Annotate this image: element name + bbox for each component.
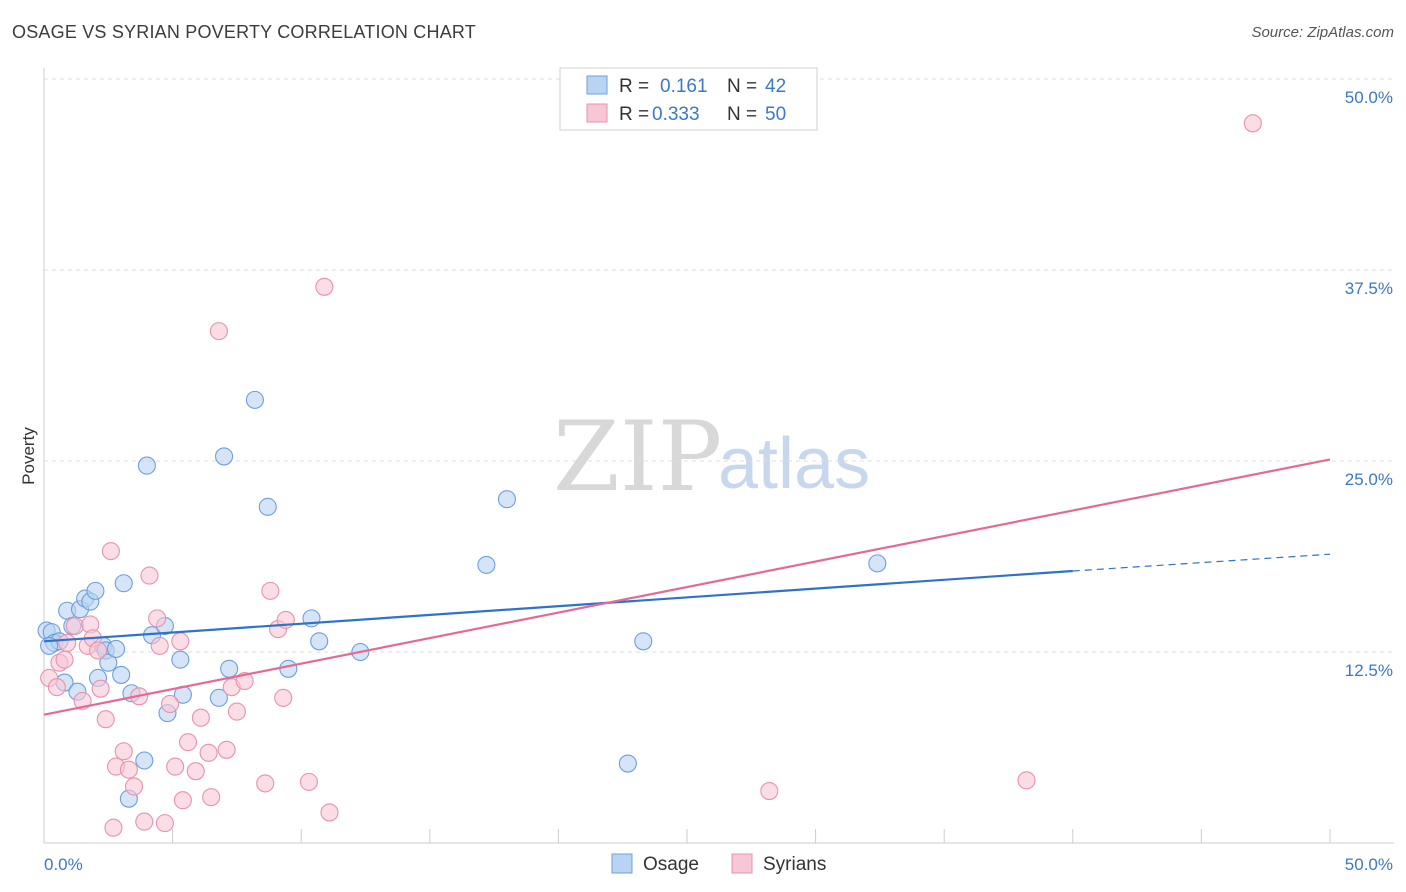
gridlines <box>44 78 1394 653</box>
syrians-point-5 <box>65 616 84 636</box>
osage-point-22 <box>135 751 154 770</box>
osage-point-16 <box>99 653 118 672</box>
osage-point-12 <box>86 581 105 600</box>
x-tick-marks <box>43 829 1331 843</box>
syrians-point-44 <box>299 772 318 791</box>
syrians-point-3 <box>55 650 74 669</box>
syrians-point-25 <box>160 694 180 714</box>
legend-n-value-syrians: 50 <box>765 104 786 125</box>
syrians-point-17 <box>119 760 138 779</box>
legend-r-label-osage: R = <box>619 76 649 97</box>
bottom-legend: Osage Syrians <box>611 853 826 875</box>
osage-trend-line <box>43 569 1073 643</box>
syrians-point-14 <box>104 818 123 837</box>
bottom-legend-osage: Osage <box>643 854 699 875</box>
osage-point-23 <box>137 456 156 475</box>
y-tick-label-1: 25.0% <box>1345 470 1393 489</box>
legend-swatch-syrians <box>586 103 608 123</box>
osage-point-19 <box>114 574 133 593</box>
syrians-point-22 <box>148 609 167 628</box>
y-tick-label-3: 50.0% <box>1345 88 1393 107</box>
syrians-point-24 <box>155 814 174 833</box>
osage-point-41 <box>634 632 653 651</box>
syrians-point-1 <box>47 678 66 697</box>
chart-title: OSAGE VS SYRIAN POVERTY CORRELATION CHAR… <box>12 22 476 42</box>
syrians-point-32 <box>199 743 218 762</box>
syrians-point-31 <box>191 708 210 727</box>
bottom-legend-swatch-syrians <box>731 853 753 874</box>
x-tick-label-min: 0.0% <box>44 855 83 874</box>
syrians-point-49 <box>1243 114 1262 133</box>
watermark: ZIP atlas <box>553 401 870 513</box>
osage-point-17 <box>106 639 126 658</box>
syrians-point-16 <box>114 742 133 761</box>
watermark-atlas: atlas <box>718 424 870 504</box>
syrians-point-26 <box>166 757 185 776</box>
legend-n-label-osage: N = <box>727 76 757 97</box>
legend-r-value-osage: 0.161 <box>660 76 708 97</box>
osage-point-36 <box>310 632 329 651</box>
syrians-point-21 <box>140 566 159 585</box>
osage-point-27 <box>171 650 190 669</box>
osage-point-40 <box>618 754 637 773</box>
syrians-points <box>40 114 1262 837</box>
legend-n-value-osage: 42 <box>765 76 786 97</box>
syrians-point-40 <box>261 581 280 600</box>
syrians-point-20 <box>135 812 154 831</box>
source-label: Source: ZipAtlas.com <box>1251 24 1394 41</box>
y-axis-label: Poverty <box>19 427 38 485</box>
syrians-point-18 <box>124 777 144 796</box>
syrians-point-42 <box>274 688 293 707</box>
legend: R = 0.161 N = 42 R = 0.333 N = 50 <box>559 67 818 131</box>
syrians-point-13 <box>101 542 120 561</box>
syrians-point-46 <box>320 803 339 822</box>
syrians-point-28 <box>173 791 192 810</box>
bottom-legend-syrians: Syrians <box>763 854 826 875</box>
syrians-point-47 <box>760 781 779 801</box>
syrians-point-4 <box>58 633 77 652</box>
legend-n-label-syrians: N = <box>727 104 757 125</box>
syrians-point-34 <box>209 322 228 341</box>
syrians-point-48 <box>1017 771 1036 790</box>
osage-point-33 <box>258 497 277 516</box>
syrians-point-30 <box>186 762 205 781</box>
osage-point-42 <box>868 554 887 573</box>
syrians-point-35 <box>217 740 236 759</box>
osage-point-38 <box>477 555 496 574</box>
osage-point-30 <box>214 447 234 466</box>
syrians-point-39 <box>256 774 275 793</box>
legend-r-value-syrians: 0.333 <box>652 104 700 125</box>
osage-point-34 <box>279 659 298 678</box>
legend-swatch-osage <box>586 75 608 95</box>
watermark-zip: ZIP <box>553 401 722 513</box>
syrians-point-29 <box>178 733 198 752</box>
syrians-point-33 <box>202 788 221 807</box>
osage-trend-extension <box>1072 553 1331 572</box>
y-tick-label-0: 12.5% <box>1345 661 1393 680</box>
trend-lines <box>43 458 1331 716</box>
osage-point-31 <box>220 659 239 678</box>
syrians-point-12 <box>96 710 115 729</box>
y-tick-label-2: 37.5% <box>1345 279 1393 298</box>
y-tick-labels: 12.5% 25.0% 37.5% 50.0% <box>1345 88 1393 680</box>
legend-r-label-syrians: R = <box>619 104 649 125</box>
syrians-point-45 <box>315 277 334 296</box>
osage-point-29 <box>209 688 228 707</box>
syrians-point-37 <box>227 702 246 721</box>
syrians-point-23 <box>150 636 169 655</box>
syrians-point-10 <box>88 641 108 660</box>
syrians-trend-line <box>43 458 1331 716</box>
osage-point-39 <box>497 490 517 509</box>
osage-point-32 <box>245 390 264 409</box>
syrians-point-27 <box>171 632 190 651</box>
bottom-legend-swatch-osage <box>611 853 633 874</box>
osage-point-18 <box>112 665 131 684</box>
syrians-point-11 <box>91 679 110 698</box>
x-tick-label-max: 50.0% <box>1345 855 1393 874</box>
